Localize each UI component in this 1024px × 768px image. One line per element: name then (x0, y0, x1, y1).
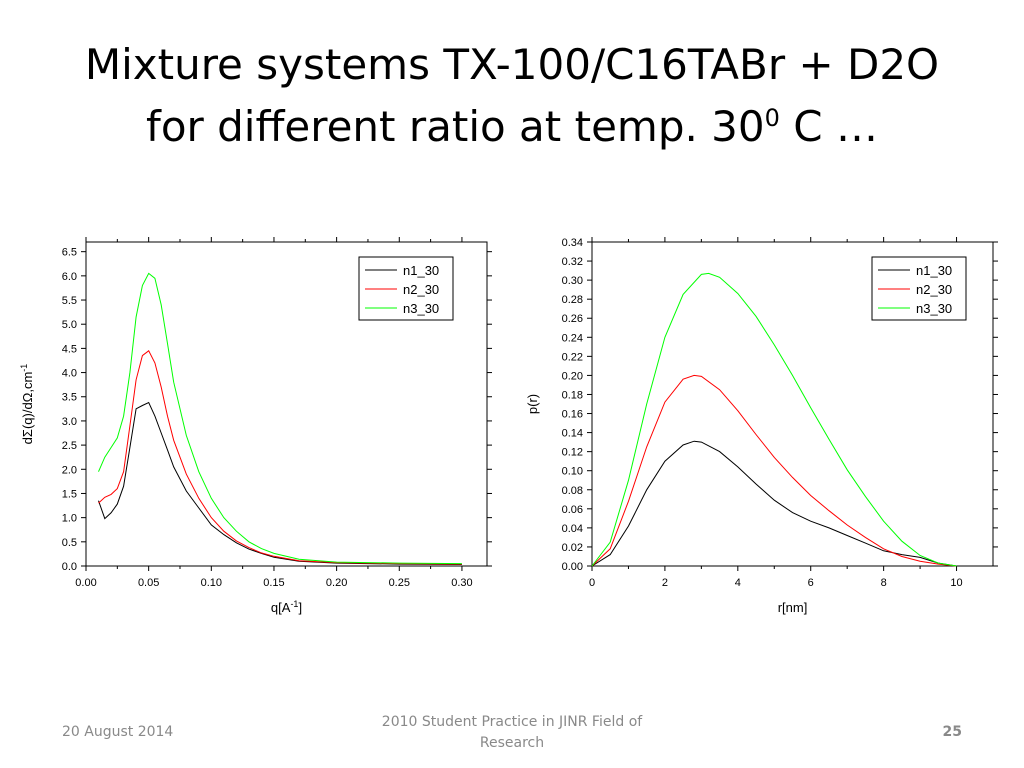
left-x-tick-label: 0.25 (389, 577, 410, 589)
left-y-tick-label: 3.0 (62, 416, 77, 428)
left-y-tick-label: 5.5 (62, 295, 77, 307)
degree-superscript: 0 (764, 104, 780, 132)
slide-title-line2: for different ratio at temp. 300 C … (0, 96, 1024, 158)
left-legend-box (358, 256, 454, 321)
left-y-tick-label: 0.5 (62, 537, 77, 549)
left-y-tick-label: 6.5 (62, 247, 77, 259)
left-legend-label-n3_30: n3_30 (403, 301, 439, 316)
left-x-tick-label: 0.00 (75, 577, 96, 589)
left-x-tick-label: 0.20 (326, 577, 347, 589)
slide-title-line1: Mixture systems TX-100/C16TABr + D2O (84, 40, 940, 89)
left-y-tick-label: 2.5 (62, 440, 77, 452)
left-x-tick-label: 0.30 (451, 577, 472, 589)
left-y-tick-label: 3.5 (62, 392, 77, 404)
left-y-tick-label: 0.0 (62, 561, 77, 573)
left-y-tick-label: 4.5 (62, 343, 77, 355)
left-y-tick-label: 2.0 (62, 464, 77, 476)
left-x-tick-label: 0.10 (201, 577, 222, 589)
footer-date: 20 August 2014 (62, 724, 174, 740)
left-x-tick-label: 0.05 (138, 577, 159, 589)
title-line2-suffix: C … (779, 102, 878, 151)
left-y-axis-label: dΣ(q)/dΩ,cm-1 (19, 364, 35, 445)
left-y-tick-label: 4.0 (62, 368, 77, 380)
left-series-line-n1_30 (98, 401, 462, 565)
left-plot: 0.00 0.05 0.10 0.15 0.20 0.25 0.30 0.0 0.5 1.0 1.5… (19, 237, 492, 615)
left-plot-frame (85, 241, 488, 567)
title-line2-text: for different ratio at temp. 30 (146, 102, 765, 151)
left-y-tick-label: 1.5 (62, 488, 77, 500)
left-legend-label-n1_30: n1_30 (403, 263, 439, 278)
left-x-tick-label: 0.15 (263, 577, 284, 589)
footer-center-text: 2010 Student Practice in JINR Field of R… (381, 714, 643, 751)
slide-title: Mixture systems TX-100/C16TABr + D2O for… (0, 34, 1024, 158)
left-legend-label-n2_30: n2_30 (403, 282, 439, 297)
left-y-tick-label: 6.0 (62, 271, 77, 283)
left-y-tick-label: 1.0 (62, 513, 77, 525)
left-x-axis-label: q[A-1] (271, 599, 302, 615)
left-y-tick-label: 5.0 (62, 319, 77, 331)
left-series-line-n2_30 (98, 350, 462, 565)
footer-page-number: 25 (942, 724, 962, 740)
left-series-line-n3_30 (98, 272, 462, 565)
